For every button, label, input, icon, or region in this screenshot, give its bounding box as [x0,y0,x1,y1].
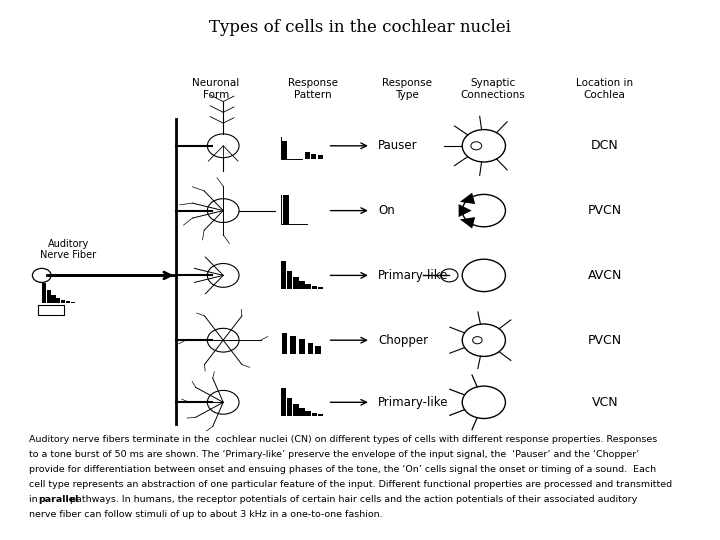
Polygon shape [42,283,46,303]
Polygon shape [56,298,60,303]
Text: PVCN: PVCN [588,334,622,347]
Text: to a tone burst of 50 ms are shown. The ‘Primary-like’ preserve the envelope of : to a tone burst of 50 ms are shown. The … [29,450,639,459]
Polygon shape [318,287,323,289]
Text: Pauser: Pauser [378,139,418,152]
Polygon shape [290,336,296,354]
Polygon shape [282,333,287,354]
Polygon shape [460,193,475,204]
Text: PVCN: PVCN [588,204,622,217]
Polygon shape [71,302,75,303]
Text: cell type represents an abstraction of one particular feature of the input. Diff: cell type represents an abstraction of o… [29,480,672,489]
Text: Primary-like: Primary-like [378,269,449,282]
Text: parallel: parallel [38,495,78,504]
Text: provide for differentiation between onset and ensuing phases of the tone, the ‘O: provide for differentiation between onse… [29,465,656,474]
Polygon shape [459,204,472,217]
Polygon shape [299,340,305,354]
Polygon shape [293,404,299,416]
Text: pathways. In humans, the receptor potentials of certain hair cells and the actio: pathways. In humans, the receptor potent… [67,495,637,504]
Text: Auditory
Nerve Fiber: Auditory Nerve Fiber [40,239,96,260]
Text: in: in [29,495,40,504]
Text: VCN: VCN [592,396,618,409]
Polygon shape [305,411,311,416]
Polygon shape [311,154,316,159]
Polygon shape [61,300,66,303]
Text: Location in
Cochlea: Location in Cochlea [576,78,634,100]
Polygon shape [312,413,317,416]
Polygon shape [312,286,317,289]
Text: DCN: DCN [591,139,618,152]
Polygon shape [281,261,287,289]
Polygon shape [66,301,70,303]
Text: Neuronal
Form: Neuronal Form [192,78,240,100]
Text: Synaptic
Connections: Synaptic Connections [461,78,526,100]
Polygon shape [300,281,305,289]
Polygon shape [305,284,311,289]
Polygon shape [305,152,310,159]
Polygon shape [281,388,287,416]
Polygon shape [318,414,323,416]
Text: Response
Type: Response Type [382,78,432,100]
Polygon shape [300,408,305,416]
Polygon shape [315,346,321,354]
Polygon shape [51,295,55,303]
Polygon shape [318,156,323,159]
Polygon shape [283,195,289,224]
Polygon shape [307,343,313,354]
Text: On: On [378,204,395,217]
Polygon shape [47,290,50,303]
Text: Response
Pattern: Response Pattern [288,78,338,100]
Polygon shape [287,271,292,289]
Text: Primary-like: Primary-like [378,396,449,409]
Polygon shape [293,277,299,289]
Text: nerve fiber can follow stimuli of up to about 3 kHz in a one-to-one fashion.: nerve fiber can follow stimuli of up to … [29,510,382,519]
Polygon shape [460,217,475,228]
Text: Auditory nerve fibers terminate in the  cochlear nuclei (CN) on different types : Auditory nerve fibers terminate in the c… [29,435,657,444]
Polygon shape [282,141,287,159]
Text: AVCN: AVCN [588,269,622,282]
Text: Chopper: Chopper [378,334,428,347]
Text: Types of cells in the cochlear nuclei: Types of cells in the cochlear nuclei [209,19,511,36]
Polygon shape [287,398,292,416]
